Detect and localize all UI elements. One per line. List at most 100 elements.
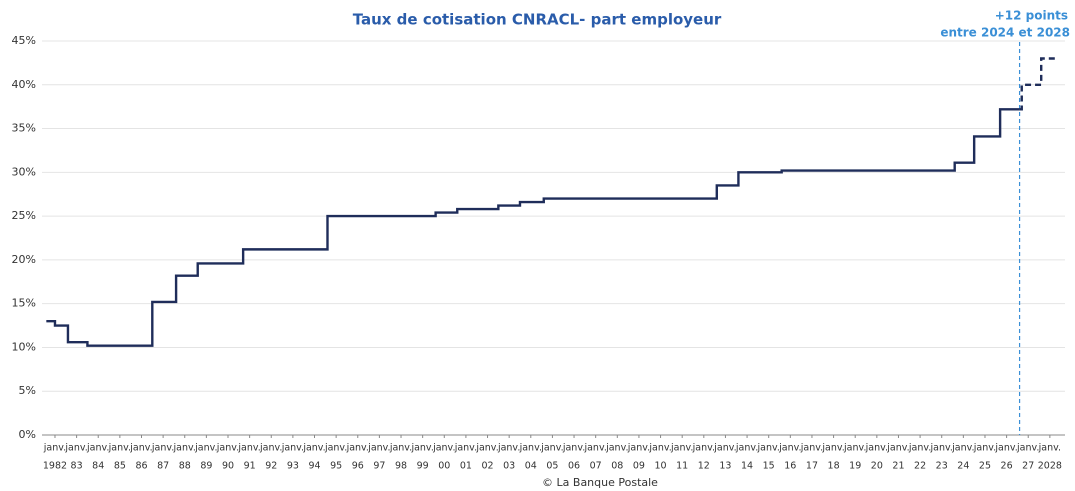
x-tick-label: 26 <box>1001 461 1013 472</box>
x-tick-prefix: janv. <box>1016 443 1039 454</box>
x-tick-label: 2028 <box>1038 461 1062 472</box>
y-tick-label: 0% <box>19 428 36 441</box>
x-tick-label: 84 <box>92 461 104 472</box>
x-tick-prefix: janv. <box>281 443 304 454</box>
x-tick-prefix: janv. <box>151 443 174 454</box>
x-tick-label: 22 <box>914 461 926 472</box>
y-tick-label: 35% <box>12 122 36 135</box>
x-tick-prefix: janv. <box>108 443 131 454</box>
x-tick-label: 98 <box>395 461 407 472</box>
x-tick-label: 85 <box>114 461 126 472</box>
x-tick-label: 1982 <box>43 461 67 472</box>
y-tick-label: 25% <box>12 209 36 222</box>
x-tick-label: 18 <box>828 461 840 472</box>
x-tick-prefix: janv. <box>821 443 844 454</box>
x-tick-prefix: janv. <box>648 443 671 454</box>
x-tick-label: 13 <box>719 461 731 472</box>
x-tick-prefix: janv. <box>973 443 996 454</box>
x-tick-prefix: janv. <box>670 443 693 454</box>
y-tick-label: 40% <box>12 78 36 91</box>
x-tick-label: 87 <box>157 461 169 472</box>
annotation: entre 2024 et 2028 <box>940 26 1070 40</box>
x-tick-prefix: janv. <box>843 443 866 454</box>
x-tick-prefix: janv. <box>497 443 520 454</box>
x-tick-prefix: janv. <box>64 443 87 454</box>
x-tick-label: 12 <box>698 461 710 472</box>
x-tick-prefix: janv. <box>800 443 823 454</box>
x-tick-label: 88 <box>179 461 191 472</box>
y-tick-label: 30% <box>12 165 36 178</box>
x-tick-prefix: janv. <box>389 443 412 454</box>
x-tick-label: 97 <box>373 461 385 472</box>
x-tick-label: 07 <box>590 461 602 472</box>
x-tick-prefix: janv. <box>583 443 606 454</box>
x-tick-label: 04 <box>525 461 537 472</box>
x-tick-prefix: janv. <box>627 443 650 454</box>
x-tick-prefix: janv. <box>540 443 563 454</box>
x-tick-prefix: janv. <box>778 443 801 454</box>
x-tick-label: 21 <box>892 461 904 472</box>
x-tick-prefix: janv. <box>886 443 909 454</box>
x-tick-label: 14 <box>741 461 753 472</box>
x-tick-prefix: janv. <box>562 443 585 454</box>
y-tick-label: 5% <box>19 384 36 397</box>
x-tick-label: 27 <box>1022 461 1034 472</box>
x-tick-label: 17 <box>806 461 818 472</box>
x-tick-prefix: janv. <box>410 443 433 454</box>
x-tick-prefix: janv. <box>367 443 390 454</box>
x-tick-label: 15 <box>763 461 775 472</box>
x-tick-prefix: janv. <box>302 443 325 454</box>
x-tick-label: 16 <box>784 461 796 472</box>
x-tick-label: 25 <box>979 461 991 472</box>
y-tick-label: 45% <box>12 34 36 47</box>
x-tick-prefix: janv. <box>757 443 780 454</box>
x-tick-prefix: janv. <box>475 443 498 454</box>
x-tick-prefix: janv. <box>432 443 455 454</box>
x-tick-prefix: janv. <box>951 443 974 454</box>
x-tick-label: 92 <box>265 461 277 472</box>
x-tick-prefix: janv. <box>713 443 736 454</box>
x-tick-prefix: janv. <box>865 443 888 454</box>
x-tick-label: 99 <box>417 461 429 472</box>
x-tick-label: 05 <box>546 461 558 472</box>
x-tick-label: 09 <box>633 461 645 472</box>
x-tick-label: 91 <box>244 461 256 472</box>
x-tick-label: 01 <box>460 461 472 472</box>
x-tick-prefix: janv. <box>735 443 758 454</box>
source: © La Banque Postale <box>542 476 658 489</box>
y-tick-label: 15% <box>12 297 36 310</box>
x-tick-label: 23 <box>936 461 948 472</box>
x-tick-label: 95 <box>330 461 342 472</box>
x-tick-label: 89 <box>200 461 212 472</box>
x-tick-label: 00 <box>438 461 450 472</box>
x-tick-label: 11 <box>676 461 688 472</box>
x-tick-prefix: janv. <box>43 443 66 454</box>
x-tick-prefix: janv. <box>173 443 196 454</box>
x-tick-prefix: janv. <box>692 443 715 454</box>
x-tick-prefix: janv. <box>346 443 369 454</box>
x-tick-label: 83 <box>71 461 83 472</box>
x-tick-prefix: janv. <box>237 443 260 454</box>
x-tick-prefix: janv. <box>605 443 628 454</box>
x-tick-prefix: janv. <box>129 443 152 454</box>
x-tick-label: 96 <box>352 461 364 472</box>
x-tick-label: 94 <box>308 461 320 472</box>
x-tick-prefix: janv. <box>86 443 109 454</box>
x-tick-label: 24 <box>957 461 969 472</box>
x-tick-prefix: janv. <box>454 443 477 454</box>
x-tick-label: 86 <box>135 461 147 472</box>
x-tick-label: 19 <box>849 461 861 472</box>
x-tick-label: 90 <box>222 461 234 472</box>
x-tick-label: 20 <box>871 461 883 472</box>
x-tick-label: 02 <box>481 461 493 472</box>
x-tick-prefix: janv. <box>930 443 953 454</box>
x-tick-label: 08 <box>611 461 623 472</box>
x-tick-prefix: janv. <box>194 443 217 454</box>
step-line <box>1019 57 1059 111</box>
y-tick-label: 20% <box>12 253 36 266</box>
x-tick-prefix: janv. <box>994 443 1017 454</box>
annotation: +12 points <box>995 9 1068 23</box>
x-tick-prefix: janv. <box>324 443 347 454</box>
y-tick-label: 10% <box>12 340 36 353</box>
